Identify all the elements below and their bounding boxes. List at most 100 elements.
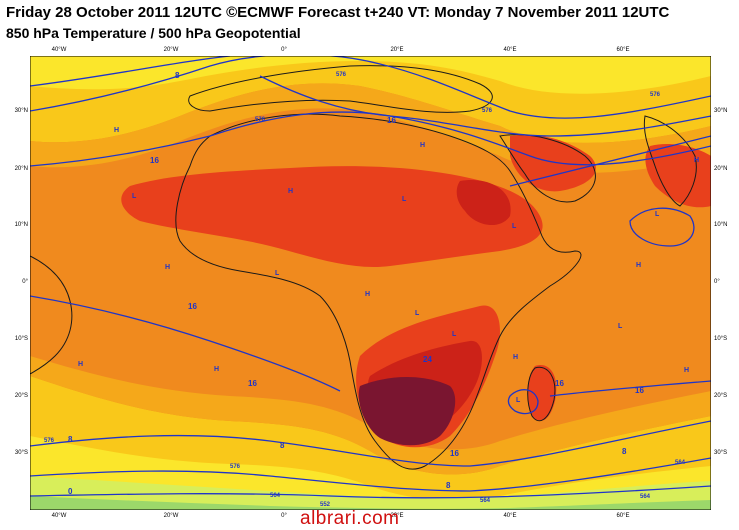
lon-label-bottom-0: 0° — [281, 513, 287, 519]
temp-label-8-north-1: 8 — [175, 71, 180, 80]
low-center-8: L — [512, 223, 517, 230]
low-center-1: L — [132, 193, 137, 200]
temp-label-16-6: 16 — [555, 379, 564, 388]
coastlines — [30, 65, 697, 470]
lon-label-bottom-20w: 20°W — [163, 513, 179, 519]
temp-label-16-4: 16 — [248, 379, 257, 388]
hot-region-india — [645, 144, 711, 208]
low-center-3: L — [275, 270, 280, 277]
coast-madagascar — [527, 366, 556, 422]
high-center-10: H — [694, 157, 699, 164]
chart-subtitle: 850 hPa Temperature / 500 hPa Geopotenti… — [6, 25, 301, 41]
temp-label-8-south-1: 8 — [68, 435, 73, 444]
geopot-label-564-1: 564 — [675, 460, 686, 466]
high-center-6: H — [78, 361, 83, 368]
high-center-4: H — [165, 264, 170, 271]
low-center-6: L — [618, 323, 623, 330]
coast-africa — [175, 113, 582, 470]
low-contour-indian-ocean — [629, 207, 695, 247]
low-center-5: L — [452, 331, 457, 338]
lat-label-left-20n: 20°N — [14, 166, 28, 172]
geopotential-contour-564 — [30, 457, 711, 492]
lat-label-right-30n: 30°N — [714, 108, 728, 114]
temperature-labels: 8 16 16 16 16 16 24 16 8 8 0 8 16 8 — [68, 71, 644, 496]
lat-label-left-30n: 30°N — [14, 108, 28, 114]
geopotential-labels: 576 576 576 576 576 564 576 564 552 564 … — [44, 72, 686, 508]
geopot-label-564-4: 564 — [640, 494, 651, 500]
temp-band-south-orange — [30, 356, 711, 475]
lon-label-top-40e: 40°E — [503, 47, 517, 53]
geopotential-contour-north-1 — [30, 56, 711, 119]
low-center-7: L — [655, 211, 660, 218]
geopotential-contour-north-2 — [30, 56, 231, 87]
lat-label-right-30s: 30°S — [714, 450, 728, 456]
geopotential-contour-552 — [30, 485, 711, 499]
high-center-11: H — [636, 262, 641, 269]
high-center-8: H — [513, 354, 518, 361]
high-center-5: H — [365, 291, 370, 298]
low-center-9: L — [516, 397, 521, 404]
watermark: albrari.com — [300, 508, 400, 529]
low-center-4: L — [415, 310, 420, 317]
temp-label-16-1: 16 — [150, 156, 159, 165]
lat-label-right-20s: 20°S — [714, 393, 728, 399]
extreme-region-kalahari — [358, 377, 456, 446]
lat-label-right-10s: 10°S — [714, 336, 728, 342]
geopot-label-576-4: 576 — [650, 92, 661, 98]
geopot-label-576-6: 576 — [230, 464, 241, 470]
lat-label-right-20n: 20°N — [714, 166, 728, 172]
high-center-2: H — [420, 142, 425, 149]
geopot-label-552: 552 — [320, 502, 331, 508]
geopotential-contour-north-3 — [259, 75, 711, 137]
pressure-centers: H H H H H H H H H H H L L L L L L L L L — [78, 127, 699, 404]
weather-map: 8 16 16 16 16 16 24 16 8 8 0 8 16 8 576 … — [30, 56, 711, 510]
high-center-7: H — [214, 366, 219, 373]
temp-label-8-south-3: 8 — [446, 481, 451, 490]
geopot-label-564-2: 564 — [270, 493, 281, 499]
high-center-1: H — [114, 127, 119, 134]
hot-region-madagascar — [527, 365, 557, 421]
coast-europe — [188, 65, 493, 113]
lon-label-bottom-60e: 60°E — [616, 513, 630, 519]
temperature-contour-16-south — [30, 295, 341, 392]
geopot-label-576-1: 576 — [336, 72, 347, 78]
lon-label-bottom-20e: 20°E — [390, 513, 404, 519]
temperature-contour-16-southeast — [549, 380, 711, 397]
lat-label-left-0: 0° — [22, 279, 28, 285]
temp-label-0: 0 — [68, 487, 73, 496]
chart-title: Friday 28 October 2011 12UTC ©ECMWF Fore… — [6, 4, 670, 21]
lon-label-top-60e: 60°E — [616, 47, 630, 53]
temp-band-south-lightgreen — [30, 476, 711, 510]
temp-label-16-2: 16 — [387, 116, 396, 125]
lat-label-right-0: 0° — [714, 279, 720, 285]
geopot-label-576-3: 576 — [482, 108, 493, 114]
coast-south-america — [30, 255, 73, 375]
lat-label-right-10n: 10°N — [714, 222, 728, 228]
geopotential-contour-576 — [30, 420, 711, 467]
hot-region-sahara — [121, 166, 543, 267]
high-center-3: H — [288, 188, 293, 195]
geopot-label-564-3: 564 — [480, 498, 491, 504]
temp-label-16-7: 16 — [450, 449, 459, 458]
temp-label-16-5: 16 — [635, 386, 644, 395]
temp-label-8-south-2: 8 — [280, 441, 285, 450]
high-center-9: H — [684, 367, 689, 374]
geopot-label-576-2: 576 — [255, 117, 266, 123]
geopot-label-576-5: 576 — [44, 438, 55, 444]
lon-label-bottom-40w: 40°W — [51, 513, 67, 519]
temp-label-24: 24 — [423, 355, 432, 364]
lat-label-left-10n: 10°N — [14, 222, 28, 228]
coast-india — [643, 115, 697, 207]
temp-label-8-south-4: 8 — [622, 447, 627, 456]
low-contour-madagascar — [507, 389, 539, 415]
lon-label-bottom-40e: 40°E — [503, 513, 517, 519]
lon-label-top-0: 0° — [281, 47, 287, 53]
lat-label-left-10s: 10°S — [14, 336, 28, 342]
lat-label-left-30s: 30°S — [14, 450, 28, 456]
lon-label-top-20w: 20°W — [163, 47, 179, 53]
lon-label-top-20e: 20°E — [390, 47, 404, 53]
temp-band-south-green — [30, 496, 711, 510]
very-hot-region-sudan — [456, 180, 511, 226]
contours — [30, 56, 711, 499]
low-center-2: L — [402, 196, 407, 203]
